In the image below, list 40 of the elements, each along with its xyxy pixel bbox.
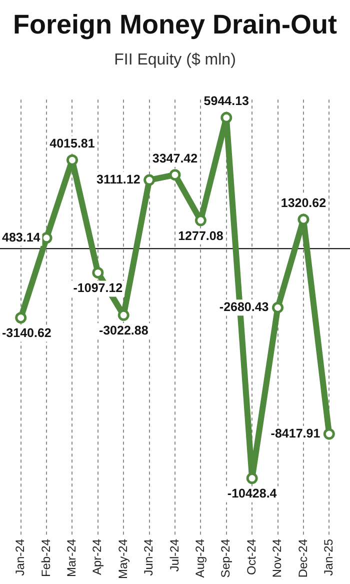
x-tick-label: Jan-25 xyxy=(321,538,336,576)
x-tick-label: Aug-24 xyxy=(193,538,208,578)
data-label: -3140.62 xyxy=(2,326,52,340)
x-tick-label: Sep-24 xyxy=(218,538,233,578)
point xyxy=(169,169,181,181)
point xyxy=(40,232,52,244)
point xyxy=(194,214,206,226)
data-label: 4015.81 xyxy=(50,136,95,151)
data-label: -1097.12 xyxy=(73,281,123,296)
point xyxy=(144,174,156,186)
data-label: 3347.42 xyxy=(152,151,198,166)
data-label: 1277.08 xyxy=(178,228,224,243)
x-tick-label: May-24 xyxy=(116,538,130,579)
chart-title: Foreign Money Drain-Out xyxy=(13,10,338,40)
data-label: -2680.43 xyxy=(219,300,269,314)
x-tick-label: Apr-24 xyxy=(90,538,104,576)
point xyxy=(220,112,232,124)
point xyxy=(323,428,335,440)
data-label: 483.14 xyxy=(2,230,40,244)
data-label: 1320.62 xyxy=(280,196,326,210)
x-tick-label: Mar-24 xyxy=(64,538,79,577)
data-label: -10428.4 xyxy=(227,486,277,501)
chart-subtitle: FII Equity ($ mln) xyxy=(114,51,236,68)
point xyxy=(15,312,27,324)
data-label: 3111.12 xyxy=(96,172,140,186)
point xyxy=(298,214,310,226)
x-tick-label: Jun-24 xyxy=(142,538,156,576)
point xyxy=(272,302,284,314)
point xyxy=(246,472,258,484)
x-tick-label: Feb-24 xyxy=(38,538,53,578)
x-tick-label: Dec-24 xyxy=(296,538,310,578)
x-tick-label: Nov-24 xyxy=(270,538,284,578)
x-tick-label: Jan-24 xyxy=(13,538,28,576)
x-tick-label: Jul-24 xyxy=(167,538,182,572)
data-label: -3022.88 xyxy=(98,324,148,338)
data-label: -8417.91 xyxy=(270,426,320,440)
x-tick-label: Oct-24 xyxy=(244,538,258,575)
data-label: 5944.13 xyxy=(204,94,250,108)
point xyxy=(92,266,104,278)
point xyxy=(66,154,78,166)
